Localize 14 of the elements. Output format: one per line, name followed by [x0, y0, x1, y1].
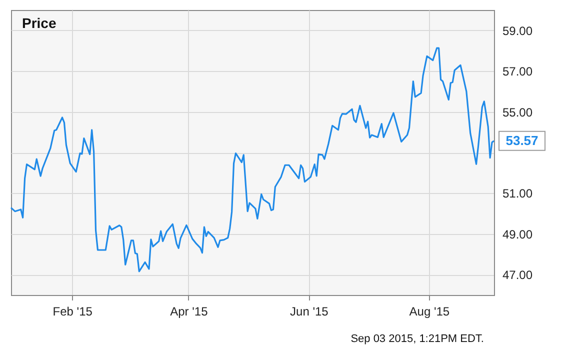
text: Sep 03 2015, 1:21PM EDT. — [350, 333, 484, 345]
x-tick-label: Apr '15 — [170, 304, 208, 318]
line-series — [10, 47, 495, 272]
y-tick-label: 57.00 — [502, 64, 533, 79]
x-tick-label: Feb '15 — [52, 304, 93, 318]
y-tick-label: 59.00 — [502, 24, 533, 38]
x-tick-label: Jun '15 — [290, 304, 329, 318]
y-tick-label: 49.00 — [502, 227, 533, 242]
y-tick-label: 47.00 — [502, 268, 533, 282]
y-tick-label: 51.00 — [502, 186, 533, 201]
annotation: 53.57 — [506, 132, 538, 148]
chart-title: Price — [22, 15, 56, 31]
x-tick-label: Aug '15 — [409, 304, 450, 318]
y-tick-label: 55.00 — [502, 105, 533, 120]
